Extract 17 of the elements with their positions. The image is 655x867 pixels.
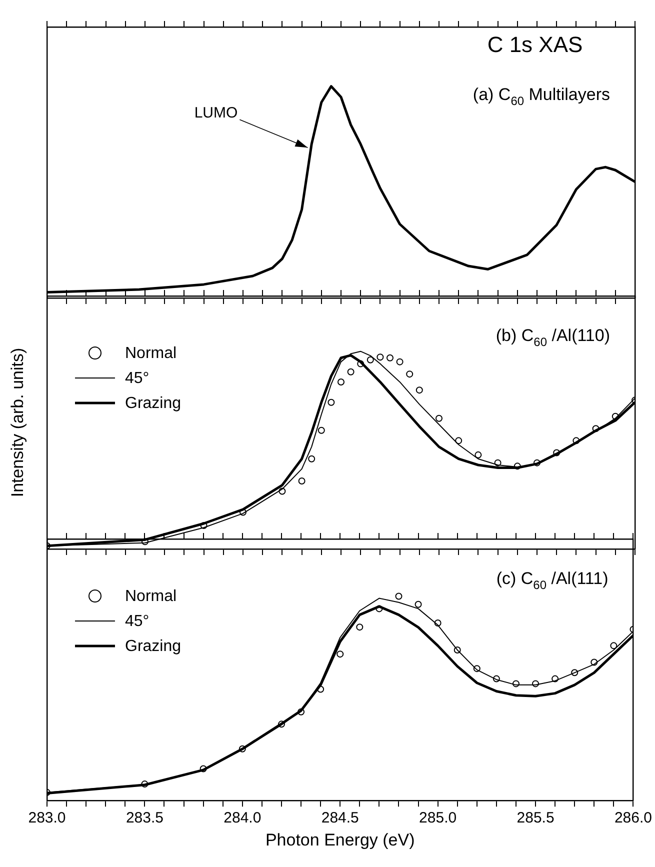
legend-label: Grazing [125,395,182,412]
y-axis-title: Intensity (arb. units) [8,348,27,498]
x-tick-label: 283.5 [126,810,164,827]
x-tick-label: 285.0 [419,810,457,827]
x-axis-title: Photon Energy (eV) [265,830,415,850]
x-tick-label: 284.5 [321,810,359,827]
x-tick-label: 286.0 [614,810,652,827]
legend-label: Normal [125,345,177,362]
chart-title: C 1s XAS [487,32,583,57]
x-tick-label: 284.0 [224,810,262,827]
x-tick-label: 285.5 [516,810,554,827]
legend-label: Grazing [125,638,182,655]
x-tick-label: 283.0 [28,810,66,827]
legend-label: Normal [125,588,177,605]
legend-label: 45° [125,613,150,630]
annotation: LUMO [194,104,238,122]
legend-label: 45° [125,370,150,387]
